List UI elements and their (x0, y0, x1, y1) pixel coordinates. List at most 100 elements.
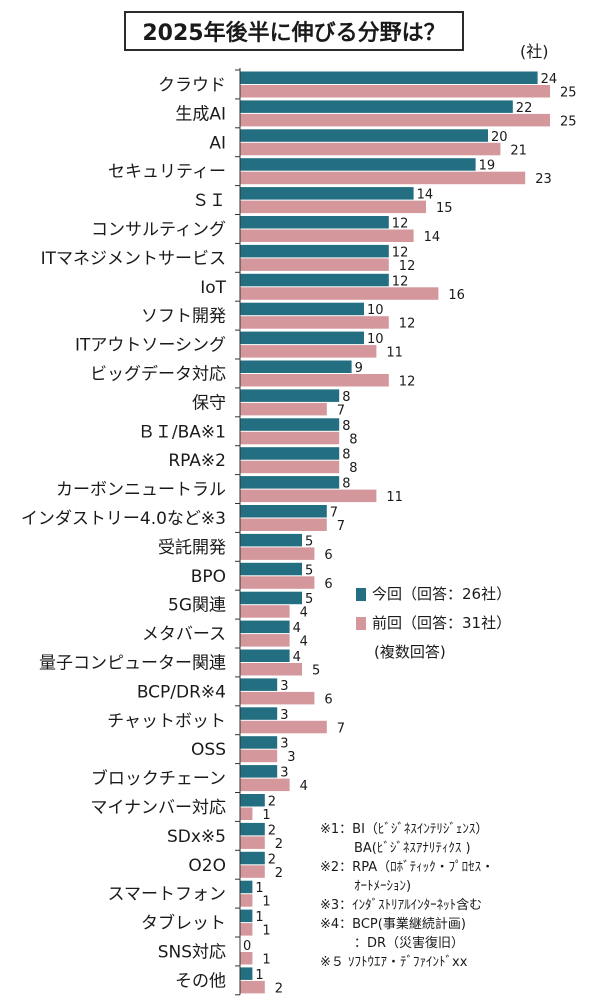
unit-label: (社) (520, 42, 549, 61)
footnote-3: ※3：ｲﾝﾀﾞｽﾄﾘｱﾙｲﾝﾀｰﾈｯﾄ含む (320, 898, 483, 913)
bar-current (240, 418, 340, 431)
bar-current (240, 360, 352, 373)
data-label-current: 0 (243, 939, 251, 954)
data-label-previous: 4 (300, 779, 308, 794)
category-label: 保守 (192, 393, 226, 413)
legend-label-previous: 前回（回答：31社） (372, 614, 512, 632)
bar-previous (240, 923, 253, 936)
bar-current (240, 273, 389, 287)
footnote-1: ※1：BI（ﾋﾞｼﾞﾈｽｲﾝﾃﾘｼﾞｪﾝｽ） (320, 822, 489, 837)
footnote-1b: BA(ﾋﾞｼﾞﾈｽｱﾅﾘﾃｨｸｽ ) (354, 841, 471, 856)
data-label-previous: 6 (324, 577, 332, 592)
data-label-current: 8 (342, 390, 350, 405)
data-label-previous: 2 (275, 866, 283, 881)
category-label: チャットボット (107, 711, 226, 731)
data-label-previous: 7 (337, 721, 345, 736)
bar-current (240, 909, 253, 923)
bar-current (240, 71, 538, 84)
category-label: 量子コンピューター関連 (39, 653, 226, 673)
bar-current (240, 562, 302, 576)
bar-current (240, 967, 253, 980)
category-label: マイナンバー対応 (90, 798, 226, 818)
category-label: 5G関連 (168, 596, 226, 616)
data-label-current: 3 (280, 766, 288, 781)
footnote-4: ※4：BCP(事業継続計画) (320, 917, 466, 932)
footnote-4b: ：DR（災害復旧） (354, 936, 465, 951)
bar-previous (240, 576, 315, 589)
data-label-current: 5 (305, 534, 313, 549)
bar-current (240, 331, 364, 345)
data-label-current: 8 (342, 477, 350, 492)
data-label-current: 9 (355, 361, 363, 376)
bar-previous (240, 720, 327, 734)
bar-previous (240, 778, 290, 792)
category-label: スマートフォン (108, 885, 227, 905)
category-label: 受託開発 (158, 538, 226, 558)
category-label: BPO (191, 567, 226, 587)
chart-title: 2025年後半に伸びる分野は？ (124, 11, 464, 51)
data-label-current: 8 (342, 419, 350, 434)
data-label-current: 8 (342, 448, 350, 463)
data-label-current: 5 (305, 592, 313, 607)
bar-previous (240, 345, 377, 358)
bar-current (240, 591, 302, 605)
bar-previous (240, 431, 340, 445)
bar-previous (240, 200, 426, 214)
legend-item-previous: 前回（回答：31社） (356, 609, 511, 638)
bar-current (240, 129, 488, 142)
category-label: タブレット (141, 913, 226, 934)
bar-current (240, 851, 265, 865)
bar-previous (240, 171, 526, 185)
bar-current (240, 158, 476, 171)
bar-current (240, 533, 302, 547)
footnotes: ※1：BI（ﾋﾞｼﾞﾈｽｲﾝﾃﾘｼﾞｪﾝｽ） BA(ﾋﾞｼﾞﾈｽｱﾅﾘﾃｨｸｽ … (320, 820, 588, 972)
category-label: AI (209, 133, 226, 153)
data-label-current: 1 (255, 910, 263, 925)
bar-previous (240, 489, 377, 503)
legend-swatch-current (356, 588, 366, 601)
category-label: ＢＩ/BA※1 (138, 422, 226, 442)
data-label-previous: 1 (262, 895, 270, 910)
data-label-current: 2 (268, 795, 276, 810)
data-label-previous: 21 (510, 143, 527, 158)
data-label-previous: 5 (312, 664, 320, 679)
data-label-previous: 23 (535, 172, 552, 187)
bar-previous (240, 374, 389, 387)
bar-previous (240, 402, 327, 416)
data-label-previous: 1 (262, 808, 270, 823)
bar-current (240, 244, 389, 258)
data-label-current: 7 (330, 506, 338, 521)
data-label-previous: 25 (560, 86, 577, 101)
data-label-previous: 3 (287, 750, 295, 765)
data-label-current: 2 (268, 823, 276, 838)
category-label: OSS (191, 740, 226, 760)
data-label-previous: 11 (386, 490, 403, 505)
data-label-previous: 4 (300, 635, 308, 650)
data-label-previous: 1 (262, 924, 270, 939)
category-label: ソフト開発 (141, 307, 226, 327)
category-label: セキュリティー (108, 162, 226, 182)
bar-previous (240, 634, 290, 647)
bar-current (240, 476, 340, 489)
data-label-current: 12 (392, 274, 409, 289)
bar-current (240, 678, 278, 691)
footnote-2b: ｵｰﾄﾒｰｼｮﾝ) (354, 879, 412, 894)
data-label-current: 4 (293, 650, 301, 665)
bar-current (240, 100, 513, 113)
data-label-previous: 16 (448, 288, 465, 303)
data-label-current: 10 (367, 332, 384, 347)
footnote-5: ※５ ｿﾌﾄｳｴｱ・ﾃﾞﾌｧｲﾝﾄﾞxx (320, 955, 468, 970)
data-label-current: 4 (293, 621, 301, 636)
bar-current (240, 765, 278, 778)
category-label: インダストリー4.0など※3 (21, 509, 226, 529)
bar-current (240, 620, 290, 634)
data-label-previous: 8 (349, 432, 357, 447)
bar-previous (240, 663, 302, 676)
category-label: IoT (200, 278, 226, 298)
data-label-previous: 7 (337, 403, 345, 418)
bar-current (240, 187, 414, 200)
bar-previous (240, 980, 265, 994)
bar-previous (240, 229, 414, 242)
legend-item-current: 今回（回答：26社） (356, 580, 511, 609)
data-label-previous: 6 (324, 692, 332, 707)
